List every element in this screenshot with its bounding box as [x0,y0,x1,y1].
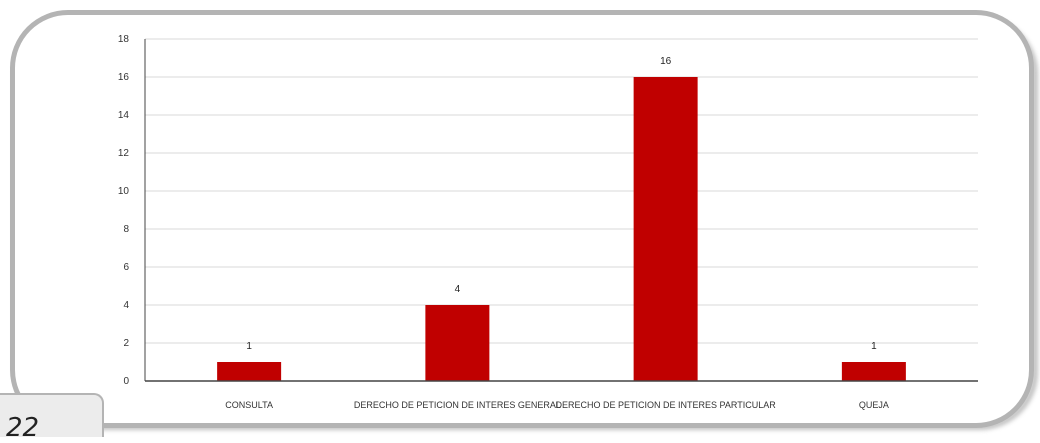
page-number-tab: 22 [0,393,104,441]
y-tick-label: 12 [118,148,130,159]
y-tick-label: 4 [123,300,129,311]
category-label: CONSULTA [225,400,273,410]
y-axis-ticks: 0 2 4 6 8 10 12 14 16 18 [118,34,130,387]
y-tick-label: 0 [123,376,129,387]
bar [841,362,906,381]
y-tick-label: 18 [118,34,130,45]
bars [217,77,906,381]
y-tick-label: 10 [118,186,130,197]
bar [633,77,698,381]
y-tick-label: 2 [123,338,129,349]
category-label: QUEJA [859,400,889,410]
y-tick-label: 6 [123,262,129,273]
data-label: 4 [455,284,461,295]
data-label: 16 [660,56,672,67]
chart-frame [10,10,1034,428]
category-labels: CONSULTA DERECHO DE PETICION DE INTERES G… [225,400,889,410]
category-label: DERECHO DE PETICION DE INTERES GENERAL [354,400,561,410]
data-labels: 1 4 16 1 [246,56,877,352]
bar [425,305,490,381]
data-label: 1 [246,341,252,352]
category-label: DERECHO DE PETICION DE INTERES PARTICULA… [556,400,777,410]
page-number: 22 [6,413,40,443]
data-label: 1 [871,341,877,352]
y-tick-label: 14 [118,110,130,121]
y-tick-label: 8 [123,224,129,235]
y-tick-label: 16 [118,72,130,83]
bar [217,362,282,381]
gridlines [145,38,978,344]
